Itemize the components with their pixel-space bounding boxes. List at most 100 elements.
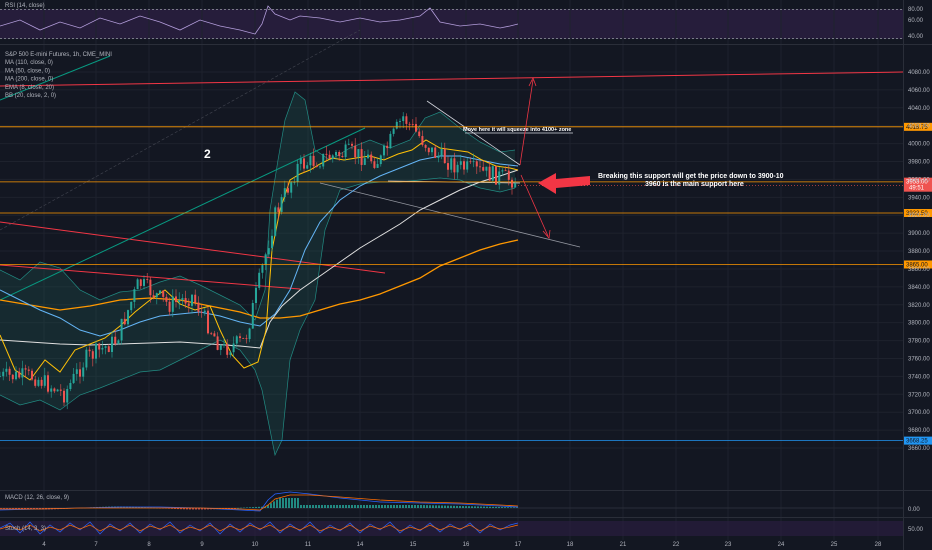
macd-bar	[486, 506, 488, 508]
time-tick-label: 18	[567, 542, 574, 548]
candle-body	[370, 154, 373, 162]
macd-bar	[201, 508, 203, 510]
candle-body	[69, 382, 72, 390]
price-tick-label: 3700.00	[908, 410, 930, 416]
candle-body	[498, 171, 501, 185]
macd-bar	[471, 506, 473, 508]
macd-bar	[174, 508, 176, 509]
macd-bar	[390, 505, 392, 508]
trendline-red-top	[0, 71, 904, 87]
candle-body	[344, 144, 347, 158]
candle-body	[24, 368, 27, 370]
macd-bar	[237, 507, 239, 509]
candle-body	[187, 303, 190, 306]
price-tick-label: 3800.00	[908, 321, 930, 327]
macd-bar	[384, 505, 386, 508]
macd-bar	[240, 507, 242, 509]
candle-body	[437, 155, 440, 158]
legend-item-1: MA (110, close, 0)	[5, 60, 53, 66]
macd-bar	[411, 505, 413, 508]
macd-bar	[492, 506, 494, 508]
legend-item-5: BB (20, close, 2, 0)	[5, 93, 56, 99]
price-tick-label: 4000.00	[908, 142, 930, 148]
candle-body	[399, 121, 401, 122]
candle-body	[440, 148, 443, 156]
macd-bar	[297, 498, 299, 508]
candle-body	[482, 167, 485, 171]
last-price-tag	[904, 177, 932, 192]
candle-body	[261, 265, 264, 273]
candle-body	[325, 153, 328, 155]
macd-bar	[243, 507, 245, 509]
candle-body	[2, 371, 5, 377]
candle-body	[479, 166, 481, 168]
macd-bar	[333, 505, 335, 508]
macd-bar	[426, 505, 428, 508]
candle-body	[491, 166, 494, 181]
price-tick-label: 3880.00	[908, 249, 930, 255]
price-tick-label: 3660.00	[908, 446, 930, 452]
candle-body	[405, 116, 408, 124]
macd-bar	[459, 505, 461, 508]
candle-body	[485, 166, 488, 171]
time-tick-label: 11	[305, 542, 312, 548]
time-tick-label: 7	[94, 542, 98, 548]
candle-body	[379, 155, 382, 165]
candle-body	[47, 375, 49, 392]
macd-bar	[249, 507, 251, 508]
macd-bar	[414, 505, 416, 508]
candle-body	[37, 379, 40, 386]
macd-bar	[348, 505, 350, 508]
price-axis: 4080.00 4060.00 4040.00 4020.00 4000.00 3980.…	[908, 70, 930, 452]
time-tick-label: 17	[515, 542, 522, 548]
macd-bar	[468, 506, 470, 508]
candle-body	[194, 294, 197, 303]
candle-body	[5, 368, 8, 372]
candle-body	[280, 197, 283, 212]
candle-body	[367, 154, 369, 159]
bollinger-band-fill	[0, 92, 515, 455]
macd-bar	[327, 505, 329, 508]
stoch-label: Stoch (14, 3, 3)	[5, 526, 46, 532]
macd-bar	[450, 505, 452, 508]
candle-body	[21, 368, 24, 378]
macd-bar	[381, 505, 383, 508]
candle-body	[347, 143, 350, 145]
candle-body	[475, 161, 478, 167]
macd-bar	[372, 505, 374, 508]
macd-bar	[513, 507, 515, 508]
price-tick-label: 3680.00	[908, 428, 930, 434]
trendline-red-lower	[0, 221, 386, 274]
candle-body	[469, 161, 472, 163]
macd-bar	[477, 506, 479, 508]
candle-body	[146, 279, 149, 280]
candle-body	[184, 298, 187, 304]
level-tag-text-2: 3922.50	[906, 211, 928, 217]
level-tag-text-4: 3668.25	[906, 439, 928, 445]
macd-bar	[420, 505, 422, 508]
time-tick-label: 10	[252, 542, 259, 548]
arrow-up-line	[519, 79, 534, 166]
candle-body	[274, 207, 277, 236]
macd-panel: MACD (12, 26, close, 9) 0.00	[0, 491, 920, 513]
candle-body	[120, 318, 123, 341]
macd-bar	[339, 505, 341, 508]
macd-bar	[408, 505, 410, 508]
candle-body	[101, 347, 104, 350]
time-tick-label: 4	[42, 542, 46, 548]
candle-body	[306, 165, 309, 169]
time-tick-label: 8	[147, 542, 151, 548]
macd-bar	[315, 505, 317, 508]
macd-bar	[15, 508, 17, 509]
candle-body	[91, 351, 94, 359]
candle-body	[72, 373, 75, 383]
macd-bar	[228, 508, 230, 509]
candle-body	[114, 336, 117, 344]
macd-bar	[498, 506, 500, 508]
candle-body	[511, 179, 513, 188]
candle-body	[18, 371, 21, 378]
macd-bar	[462, 506, 464, 508]
macd-bar	[279, 498, 281, 508]
rsi-tick-80: 80.00	[908, 7, 924, 13]
